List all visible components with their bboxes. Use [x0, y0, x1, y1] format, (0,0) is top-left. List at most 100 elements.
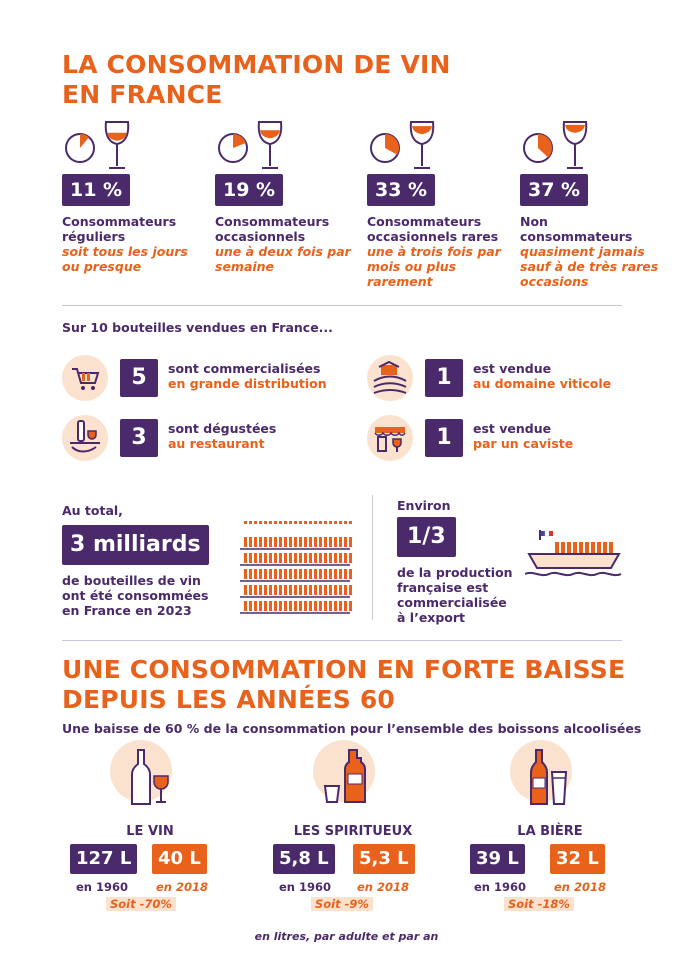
bottle-mark	[339, 537, 342, 547]
ship-bottle	[573, 542, 577, 554]
bottle-mark	[284, 585, 287, 595]
bottle-mark	[349, 553, 352, 563]
bottle-mark	[324, 569, 327, 579]
bottle-mark	[329, 601, 332, 611]
bottle-mark	[274, 569, 277, 579]
pie-icon	[523, 121, 588, 169]
bottle-mark	[299, 537, 302, 547]
bottle-mark	[294, 569, 297, 579]
pie-icon	[65, 121, 130, 169]
stat-label: Non consommateurs	[520, 214, 633, 244]
bottle-mark	[309, 601, 312, 611]
bottle-mark	[334, 553, 337, 563]
pie-slice	[385, 134, 399, 155]
bottle-mark	[304, 601, 307, 611]
bottle-mark	[334, 585, 337, 595]
wine-glass-icon	[104, 121, 130, 169]
sale-count: 5	[120, 359, 158, 397]
ship-bottle	[597, 542, 601, 554]
bottle-mark	[349, 601, 352, 611]
bottle-mark	[349, 569, 352, 579]
vertical-divider	[372, 495, 373, 620]
pie-icon	[218, 121, 283, 169]
stat-sub: une à deux fois par semaine	[215, 244, 351, 274]
bottle-mark	[289, 553, 292, 563]
bottle-mark	[289, 537, 292, 547]
bottle-mark	[334, 521, 337, 524]
bottle-mark	[244, 553, 247, 563]
sale-count: 1	[425, 359, 463, 397]
bottle-mark	[344, 585, 347, 595]
pie-and-glass-icon	[520, 118, 660, 174]
bottle-mark	[244, 521, 247, 524]
bottle-mark	[339, 569, 342, 579]
bottle-mark	[324, 521, 327, 524]
ship-bottle	[567, 542, 571, 554]
bottle-mark	[259, 585, 262, 595]
change-badge: Soit -70%	[106, 897, 176, 911]
total-value: 3 milliards	[62, 525, 209, 565]
value-1960: 39 L	[470, 844, 525, 874]
bottle-mark	[329, 553, 332, 563]
bottle-mark	[309, 537, 312, 547]
spirits-bottle-glass-icon	[313, 740, 375, 803]
bottle-mark	[269, 601, 272, 611]
bottle-mark	[284, 537, 287, 547]
bottle-mark	[314, 585, 317, 595]
bottle-mark	[254, 585, 257, 595]
bottle-mark	[319, 521, 322, 524]
bottle-mark	[264, 601, 267, 611]
bottle-mark	[279, 569, 282, 579]
bottle-mark	[339, 553, 342, 563]
bottle-mark	[344, 569, 347, 579]
bottle-mark	[264, 537, 267, 547]
export-desc: de la production française est commercia…	[397, 565, 513, 625]
value-2018: 40 L	[152, 844, 207, 874]
bottle-mark	[259, 553, 262, 563]
wine-glass-icon	[257, 121, 283, 169]
bottle-mark	[294, 537, 297, 547]
ship-bottle	[585, 542, 589, 554]
bottle-mark	[309, 521, 312, 524]
bottle-mark	[274, 553, 277, 563]
pie-slice	[538, 134, 552, 158]
bottle-mark	[274, 521, 277, 524]
bottle-mark	[279, 537, 282, 547]
stat-percent: 19 %	[215, 174, 284, 206]
stat-label: Consommateurs occasionnels	[215, 214, 330, 244]
bottle-mark	[289, 521, 292, 524]
bottle-mark	[324, 553, 327, 563]
wine-shop-icon	[367, 415, 413, 461]
bottle-mark	[269, 521, 272, 524]
stat-sub: quasiment jamais sauf à de très rares oc…	[520, 244, 659, 289]
stat-non-consumers: 37 % Non consommateurs quasiment jamais …	[520, 118, 660, 289]
bottle-mark	[284, 521, 287, 524]
change-badge: Soit -9%	[311, 897, 373, 911]
bottle-mark	[329, 569, 332, 579]
bottle-mark	[274, 585, 277, 595]
bottle-mark	[329, 585, 332, 595]
bottle-mark	[294, 553, 297, 563]
bottle-mark	[319, 553, 322, 563]
bottle-mark	[344, 537, 347, 547]
bottle-mark	[264, 553, 267, 563]
bottle-mark	[279, 601, 282, 611]
bottle-mark	[299, 601, 302, 611]
bottle-mark	[344, 553, 347, 563]
bottle-mark	[264, 585, 267, 595]
wine-glass-icon	[409, 121, 435, 169]
bottle-mark	[304, 569, 307, 579]
wine-bottle-glass-icon	[110, 740, 172, 805]
pie-icon	[370, 121, 435, 169]
bottle-mark	[279, 521, 282, 524]
pie-slice	[233, 134, 247, 148]
bottle-mark	[289, 569, 292, 579]
bottle-mark	[294, 585, 297, 595]
bottle-mark	[299, 585, 302, 595]
ship-bottle	[555, 542, 559, 554]
bottle-mark	[304, 537, 307, 547]
bottle-mark	[279, 553, 282, 563]
bottle-mark	[264, 521, 267, 524]
ship-bottle	[579, 542, 583, 554]
bottle-mark	[289, 585, 292, 595]
